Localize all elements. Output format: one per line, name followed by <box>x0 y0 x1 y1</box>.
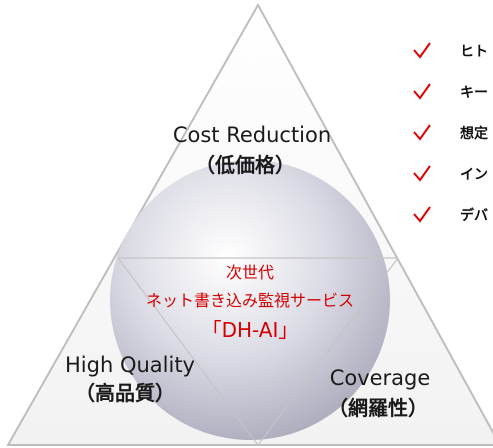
corner-label: High Quality <box>65 353 195 377</box>
checkmark <box>413 83 431 100</box>
center-text: 「DH-AI」 <box>202 318 299 342</box>
inner-triangle <box>117 257 399 446</box>
corner-label: Coverage <box>330 366 431 390</box>
checklist-item: デバ <box>460 207 488 224</box>
center-text: 次世代 <box>226 263 274 282</box>
checklist-item: キー <box>460 85 488 101</box>
checkmark <box>413 124 431 141</box>
center-text: ネット書き込み監視サービス <box>146 291 354 310</box>
corner-sublabel: （高品質） <box>75 381 175 405</box>
corner-sublabel: （低価格） <box>195 153 295 177</box>
sphere <box>110 160 390 440</box>
checklist-item: イン <box>460 167 488 183</box>
checkmark <box>413 42 431 59</box>
checklist-item: ヒト <box>460 44 488 60</box>
checkmark <box>413 165 431 182</box>
checklist-item: 想定 <box>459 125 488 142</box>
corner-sublabel: （網羅性） <box>328 396 428 420</box>
corner-label: Cost Reduction <box>173 123 331 147</box>
checkmark <box>413 206 431 223</box>
